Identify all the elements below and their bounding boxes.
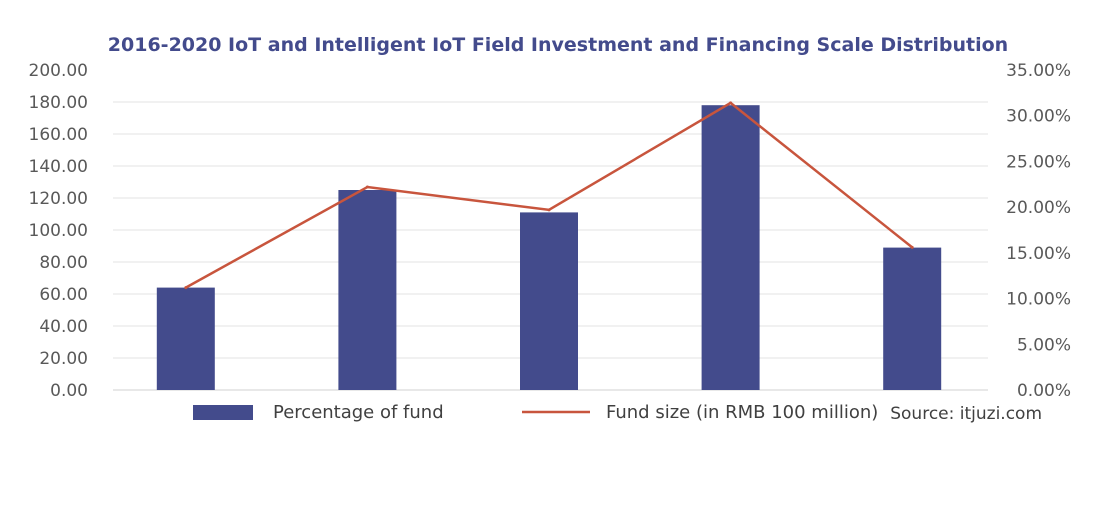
bar: [156, 287, 215, 390]
bar-series: [156, 105, 942, 390]
left-tick-label: 180.00: [29, 93, 88, 113]
left-tick-label: 160.00: [29, 125, 88, 145]
legend-bar-swatch: [193, 405, 253, 420]
legend-bar-label: Percentage of fund: [273, 402, 444, 423]
line-point: [910, 245, 914, 249]
bar: [338, 190, 397, 390]
left-tick-label: 0.00: [50, 381, 88, 401]
left-tick-label: 60.00: [39, 285, 88, 305]
line-point: [729, 101, 733, 105]
left-tick-label: 40.00: [39, 317, 88, 337]
right-axis-ticks: 0.00% 5.00% 10.00% 15.00% 20.00% 25.00% 30.00%…: [1006, 61, 1071, 401]
right-tick-label: 20.00%: [1006, 198, 1071, 218]
left-tick-label: 80.00: [39, 253, 88, 273]
right-tick-label: 25.00%: [1006, 152, 1071, 172]
right-tick-label: 5.00%: [1017, 335, 1071, 355]
right-tick-label: 35.00%: [1006, 61, 1071, 81]
chart-title: 2016-2020 IoT and Intelligent IoT Field …: [108, 34, 1008, 56]
left-tick-label: 100.00: [29, 221, 88, 241]
left-tick-label: 200.00: [29, 61, 88, 81]
right-tick-label: 30.00%: [1006, 107, 1071, 127]
line-point: [184, 286, 188, 290]
right-tick-label: 10.00%: [1006, 290, 1071, 310]
legend-line-label: Fund size (in RMB 100 million): [606, 402, 878, 423]
left-tick-label: 120.00: [29, 189, 88, 209]
left-tick-label: 20.00: [39, 349, 88, 369]
bar: [883, 247, 942, 390]
left-axis-ticks: 0.00 20.00 40.00 60.00 80.00 100.00 120.00 140.…: [29, 61, 88, 401]
source-note: Source: itjuzi.com: [890, 404, 1042, 424]
line-point: [365, 185, 369, 189]
line-point: [547, 208, 551, 212]
left-tick-label: 140.00: [29, 157, 88, 177]
right-tick-label: 0.00%: [1017, 381, 1071, 401]
line-series: [184, 101, 914, 290]
bar: [701, 105, 760, 390]
bar: [520, 212, 578, 390]
legend: Percentage of fund Fund size (in RMB 100…: [193, 402, 878, 423]
right-tick-label: 15.00%: [1006, 244, 1071, 264]
